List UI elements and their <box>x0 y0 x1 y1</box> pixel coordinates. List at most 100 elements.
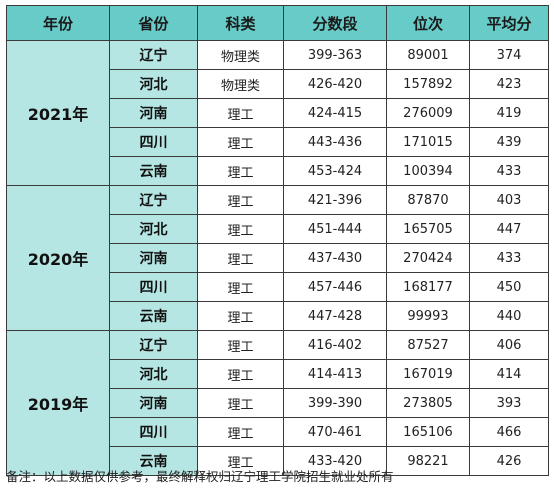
cell-average: 423 <box>469 69 549 99</box>
cell-province: 辽宁 <box>109 40 198 70</box>
cell-rank: 87870 <box>386 185 470 215</box>
cell-score-range: 453-424 <box>283 156 387 186</box>
footnote: 备注：以上数据仅供参考，最终解释权归辽宁理工学院招生就业处所有 <box>6 469 394 484</box>
cell-score-range: 470-461 <box>283 417 387 447</box>
table-header: 年份 省份 科类 分数段 位次 平均分 <box>6 5 549 41</box>
cell-category: 物理类 <box>197 69 284 99</box>
cell-rank: 89001 <box>386 40 470 70</box>
cell-average: 440 <box>469 301 549 331</box>
table-row: 云南 理工 433-420 98221 426 <box>7 446 549 476</box>
header-rank: 位次 <box>386 5 470 41</box>
cell-rank: 276009 <box>386 98 470 128</box>
header-average: 平均分 <box>469 5 549 41</box>
cell-category: 理工 <box>197 272 284 302</box>
table-row: 四川 理工 443-436 171015 439 <box>7 127 549 157</box>
table-row: 河南 理工 399-390 273805 393 <box>7 388 549 418</box>
cell-province: 辽宁 <box>109 185 198 215</box>
cell-category: 理工 <box>197 359 284 389</box>
cell-category: 理工 <box>197 417 284 447</box>
cell-average: 447 <box>469 214 549 244</box>
cell-province: 云南 <box>109 156 198 186</box>
cell-category: 理工 <box>197 388 284 418</box>
cell-average: 419 <box>469 98 549 128</box>
cell-average: 466 <box>469 417 549 447</box>
cell-category: 理工 <box>197 156 284 186</box>
cell-average: 406 <box>469 330 549 360</box>
cell-province: 河南 <box>109 243 198 273</box>
cell-score-range: 416-402 <box>283 330 387 360</box>
cell-score-range: 426-420 <box>283 69 387 99</box>
cell-rank: 165106 <box>386 417 470 447</box>
cell-rank: 165705 <box>386 214 470 244</box>
table-row: 河北 理工 451-444 165705 447 <box>7 214 549 244</box>
table-row: 四川 理工 470-461 165106 466 <box>7 417 549 447</box>
cell-category: 理工 <box>197 214 284 244</box>
cell-category: 理工 <box>197 330 284 360</box>
cell-province: 河北 <box>109 359 198 389</box>
header-category: 科类 <box>197 5 284 41</box>
cell-rank: 87527 <box>386 330 470 360</box>
cell-score-range: 451-444 <box>283 214 387 244</box>
cell-province: 河南 <box>109 388 198 418</box>
year-cell: 2021年 <box>6 40 110 186</box>
cell-average: 426 <box>469 446 549 476</box>
cell-score-range: 437-430 <box>283 243 387 273</box>
cell-province: 河北 <box>109 214 198 244</box>
cell-score-range: 399-390 <box>283 388 387 418</box>
cell-rank: 157892 <box>386 69 470 99</box>
year-cell: 2020年 <box>6 185 110 331</box>
cell-category: 理工 <box>197 243 284 273</box>
cell-province: 云南 <box>109 301 198 331</box>
table-row: 2019年 辽宁 理工 416-402 87527 406 <box>6 330 549 476</box>
cell-province: 河南 <box>109 98 198 128</box>
cell-rank: 273805 <box>386 388 470 418</box>
cell-average: 403 <box>469 185 549 215</box>
table-row: 四川 理工 457-446 168177 450 <box>7 272 549 302</box>
header-row: 年份 省份 科类 分数段 位次 平均分 <box>6 5 549 41</box>
cell-province: 辽宁 <box>109 330 198 360</box>
cell-category: 理工 <box>197 301 284 331</box>
cell-category: 理工 <box>197 127 284 157</box>
header-year: 年份 <box>6 5 110 41</box>
table-row: 河南 理工 424-415 276009 419 <box>7 98 549 128</box>
cell-category: 物理类 <box>197 40 284 70</box>
cell-category: 理工 <box>197 446 284 476</box>
cell-score-range: 443-436 <box>283 127 387 157</box>
cell-rank: 99993 <box>386 301 470 331</box>
cell-average: 433 <box>469 156 549 186</box>
table-row: 河南 理工 437-430 270424 433 <box>7 243 549 273</box>
cell-score-range: 421-396 <box>283 185 387 215</box>
cell-province: 四川 <box>109 127 198 157</box>
cell-province: 四川 <box>109 417 198 447</box>
cell-rank: 171015 <box>386 127 470 157</box>
cell-rank: 168177 <box>386 272 470 302</box>
year-cell: 2019年 <box>6 330 110 476</box>
cell-score-range: 399-363 <box>283 40 387 70</box>
header-province: 省份 <box>109 5 198 41</box>
table-body: 2021年 辽宁 物理类 399-363 89001 374 河北 物理类 426-420 157… <box>6 40 549 476</box>
cell-province: 云南 <box>109 446 198 476</box>
cell-score-range: 433-420 <box>283 446 387 476</box>
table-row: 2020年 辽宁 理工 421-396 87870 403 <box>6 185 549 331</box>
cell-rank: 270424 <box>386 243 470 273</box>
cell-average: 433 <box>469 243 549 273</box>
score-table: 年份 省份 科类 分数段 位次 平均分 2021年 辽宁 物理类 399-363 890… <box>6 5 549 476</box>
cell-score-range: 457-446 <box>283 272 387 302</box>
cell-average: 450 <box>469 272 549 302</box>
cell-rank: 98221 <box>386 446 470 476</box>
table-row: 2021年 辽宁 物理类 399-363 89001 374 <box>6 40 549 186</box>
cell-province: 四川 <box>109 272 198 302</box>
cell-score-range: 447-428 <box>283 301 387 331</box>
cell-rank: 167019 <box>386 359 470 389</box>
table-row: 云南 理工 453-424 100394 433 <box>7 156 549 186</box>
cell-rank: 100394 <box>386 156 470 186</box>
header-score-range: 分数段 <box>283 5 387 41</box>
table-row: 河北 物理类 426-420 157892 423 <box>7 69 549 99</box>
cell-score-range: 414-413 <box>283 359 387 389</box>
cell-average: 393 <box>469 388 549 418</box>
cell-category: 理工 <box>197 185 284 215</box>
cell-average: 374 <box>469 40 549 70</box>
cell-category: 理工 <box>197 98 284 128</box>
cell-average: 414 <box>469 359 549 389</box>
